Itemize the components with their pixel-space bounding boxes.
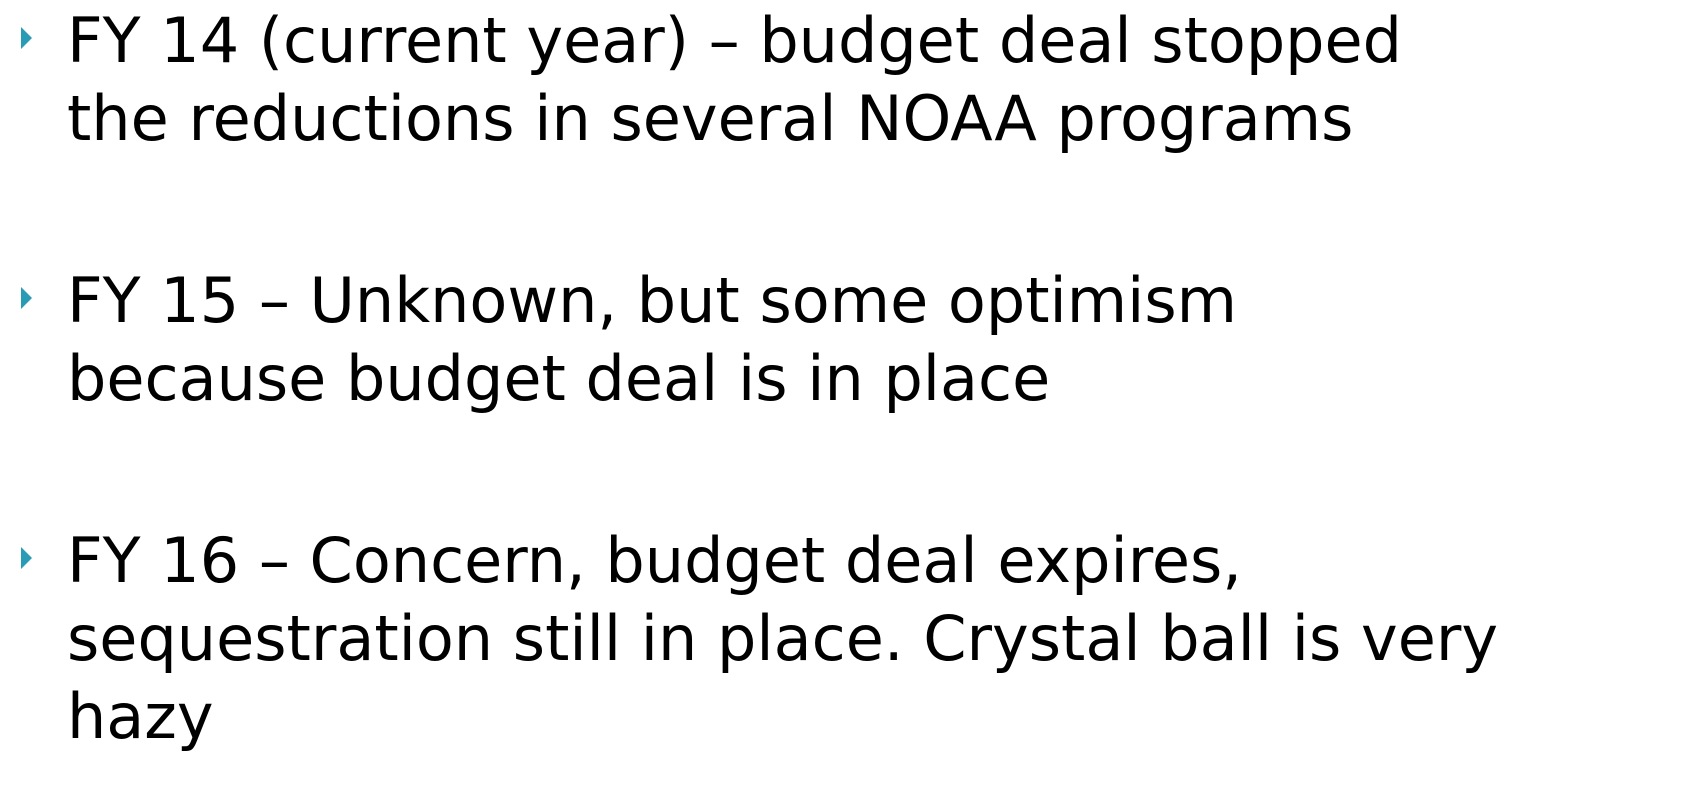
bullet-text: FY 16 – Concern, budget deal expires, — [67, 524, 1242, 597]
bullet-marker — [21, 287, 32, 309]
bullet-text: FY 15 – Unknown, but some optimism — [67, 264, 1237, 337]
bullet-marker — [21, 27, 32, 49]
bullet-text: the reductions in several NOAA programs — [67, 82, 1353, 155]
bullet-text: hazy — [67, 680, 214, 753]
bullet-text: sequestration still in place. Crystal ba… — [67, 602, 1498, 675]
bullet-text: because budget deal is in place — [67, 342, 1050, 415]
bullet-marker — [21, 547, 32, 569]
bullet-text: FY 14 (current year) – budget deal stopp… — [67, 4, 1402, 77]
